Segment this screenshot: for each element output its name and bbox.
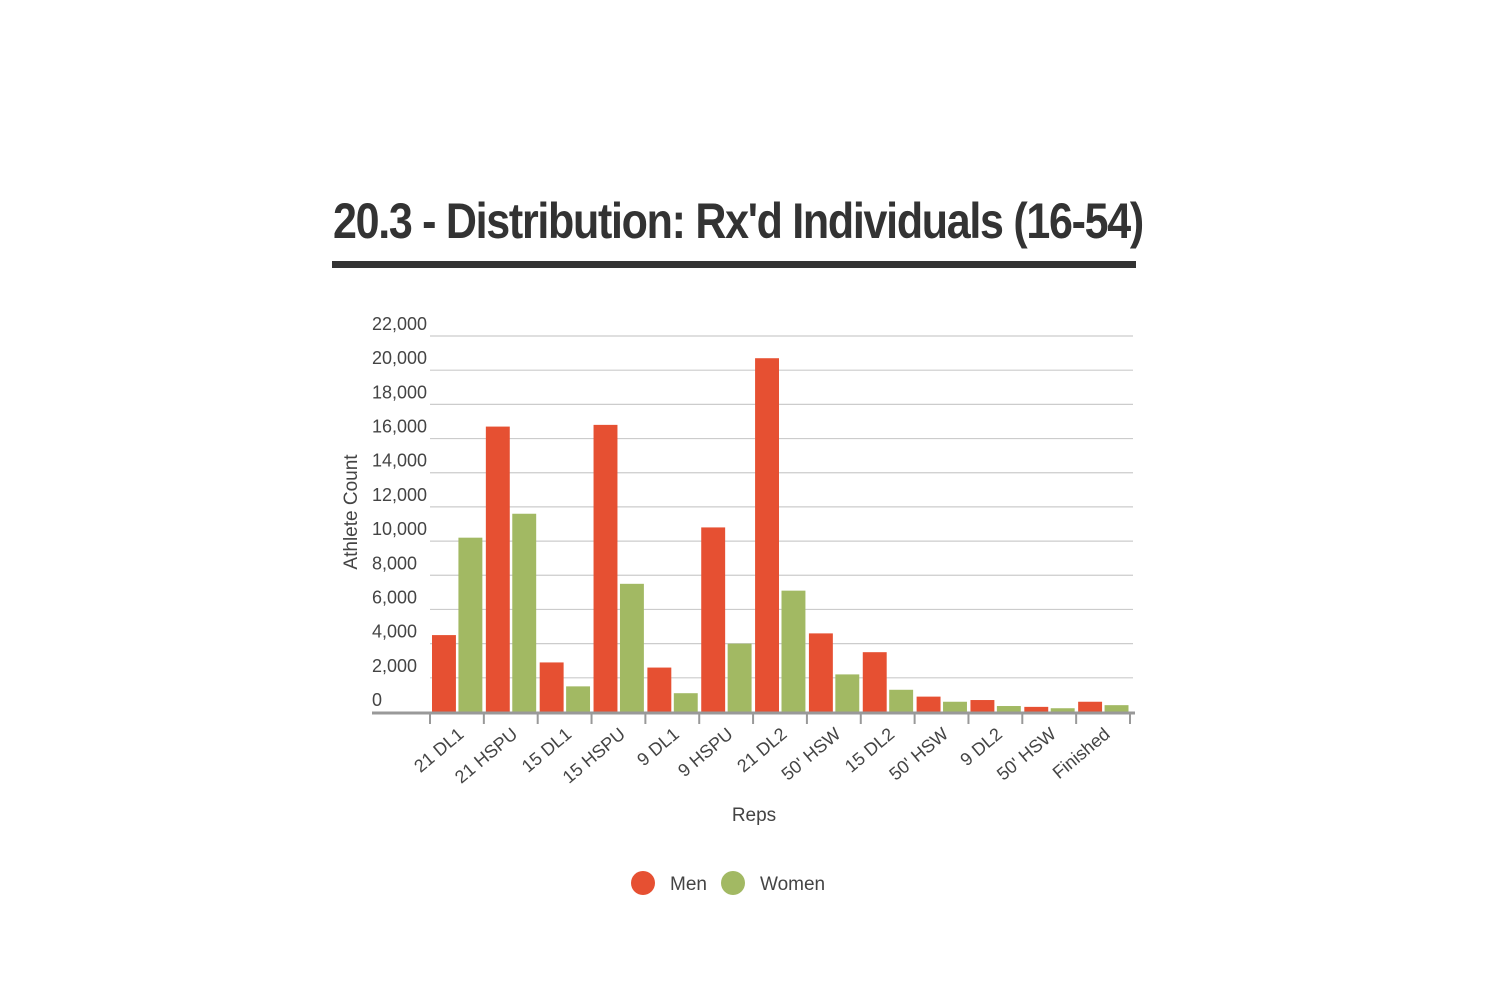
title-underline [332,261,1136,268]
legend-marker-icon [631,871,655,895]
x-tick-label: 9 HSPU [674,724,737,781]
x-tick-label: Finished [1049,724,1114,783]
bar-women [1104,705,1129,712]
y-tick-label: 2,000 [372,656,417,676]
bar-men [862,652,887,712]
x-tick-label: 50' HSW [885,724,952,785]
y-tick-label: 16,000 [372,417,427,437]
bar-women [835,674,860,712]
bar-men [539,662,564,712]
bar-women [673,693,698,712]
x-tick-label: 50' HSW [993,724,1060,785]
y-tick-label: 14,000 [372,451,427,471]
bar-women [458,537,483,712]
legend-marker-icon [721,871,745,895]
bar-men [970,700,995,712]
y-tick-label: 10,000 [372,519,427,539]
y-axis-label: Athlete Count [341,454,362,570]
bar-men [701,527,726,712]
chart-title: 20.3 - Distribution: Rx'd Individuals (1… [333,193,1144,249]
bar-women [566,686,591,712]
y-tick-label: 18,000 [372,382,427,402]
y-tick-label: 6,000 [372,587,417,607]
bar-women [512,513,537,712]
bar-men [1024,706,1049,712]
x-tick-label: 50' HSW [778,724,845,785]
y-tick-label: 12,000 [372,485,427,505]
legend-item-women[interactable]: Women [721,871,825,895]
legend-item-men[interactable]: Men [631,871,707,895]
y-tick-label: 0 [372,690,382,710]
y-tick-label: 4,000 [372,622,417,642]
bar-men [485,426,510,712]
legend-label: Women [760,874,825,895]
x-tick-label: 9 DL2 [956,724,1006,770]
x-axis-label: Reps [732,805,776,826]
y-tick-label: 22,000 [372,314,427,334]
bar-women [1050,708,1075,712]
x-tick-label: 9 DL1 [633,724,683,770]
legend-label: Men [670,874,707,895]
bar-women [996,706,1021,712]
bar-men [808,633,833,712]
bar-women [781,590,806,712]
bar-women [943,701,967,712]
bar-women [619,583,644,712]
bar-men [593,424,618,712]
bar-men [916,696,941,712]
y-tick-label: 8,000 [372,553,417,573]
bar-men [647,667,672,712]
bar-women [727,643,752,712]
bar-men [432,635,456,712]
bar-women [889,689,914,712]
y-tick-label: 20,000 [372,348,427,368]
bar-men [1078,701,1103,712]
bar-men [755,358,779,712]
